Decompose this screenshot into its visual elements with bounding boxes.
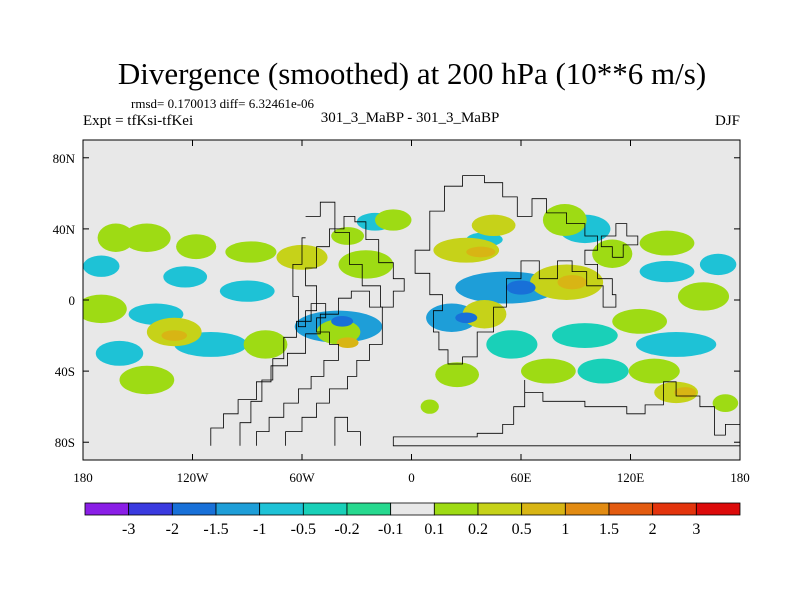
colorbar-swatch-2 xyxy=(128,502,173,516)
colorbar-label-14: 3 xyxy=(692,521,700,538)
colorbar-swatch-3 xyxy=(171,502,217,516)
negative-divergence-patch-12 xyxy=(635,332,717,357)
colorbar-swatch-13 xyxy=(608,502,654,516)
colorbar-label-13: 2 xyxy=(649,521,657,538)
colorbar-swatch-14 xyxy=(652,502,697,516)
land-outline-2 xyxy=(239,303,339,446)
negative-divergence-patch-3 xyxy=(219,280,275,302)
colorbar: -3 -2 -1.5 -1 -0.5 -0.2 -0.1 0.1 0.2 0.5 1 1.5 2 3 xyxy=(84,502,741,538)
positive-divergence-patch-23 xyxy=(521,358,576,384)
comparison-label: 301_3_MaBP - 301_3_MaBP xyxy=(321,110,500,126)
colorbar-label-6: -0.2 xyxy=(334,521,359,538)
colorbar-label-1: -3 xyxy=(122,521,135,538)
strong-divergence-patch-4 xyxy=(336,337,359,348)
strong-divergence-patch-8 xyxy=(331,316,354,327)
y-tick-label-3: 0 xyxy=(69,293,76,308)
land-outline-6 xyxy=(392,380,740,447)
positive-divergence-patch-6 xyxy=(331,227,365,245)
colorbar-label-8: 0.1 xyxy=(424,521,444,538)
season-label: DJF xyxy=(715,113,740,129)
positive-divergence-patch-11 xyxy=(542,204,587,236)
land-outline-7 xyxy=(600,223,639,258)
experiment-label: Expt = tfKsi-tfKei xyxy=(83,113,193,129)
strong-divergence-patch-5 xyxy=(674,387,697,398)
negative-divergence-patch-11 xyxy=(699,253,737,276)
stats-label: rmsd= 0.170013 diff= 6.32461e-06 xyxy=(131,96,315,111)
negative-divergence-patch-10 xyxy=(639,260,695,283)
colorbar-swatch-8 xyxy=(390,502,435,516)
x-tick-label-2: 120W xyxy=(177,470,210,485)
negative-divergence-patch-13 xyxy=(552,323,618,348)
colorbar-label-9: 0.2 xyxy=(468,521,488,538)
chart-title: Divergence (smoothed) at 200 hPa (10**6 … xyxy=(118,56,706,91)
colorbar-label-3: -1.5 xyxy=(203,521,228,538)
positive-divergence-patch-22 xyxy=(435,362,480,388)
colorbar-swatch-4 xyxy=(215,502,261,516)
x-tick-label-5: 60E xyxy=(511,470,532,485)
y-tick-label-5: 80S xyxy=(55,435,75,450)
y-tick-label-4: 40S xyxy=(55,364,75,379)
colorbar-swatch-12 xyxy=(564,502,610,516)
negative-divergence-patch-18 xyxy=(577,358,629,384)
colorbar-label-12: 1.5 xyxy=(599,521,619,538)
land-outline-4 xyxy=(292,201,405,328)
land-outline-5 xyxy=(414,175,617,365)
colorbar-label-5: -0.5 xyxy=(291,521,316,538)
colorbar-label-2: -2 xyxy=(166,521,179,538)
strong-divergence-patch-1 xyxy=(557,275,587,290)
x-tick-label-1: 180 xyxy=(73,470,93,485)
colorbar-swatch-1 xyxy=(84,502,130,516)
positive-divergence-patch-14 xyxy=(639,230,695,256)
positive-divergence-patch-8 xyxy=(375,209,412,231)
positive-divergence-patch-28 xyxy=(420,399,439,414)
strong-divergence-patch-3 xyxy=(161,330,188,341)
positive-divergence-patch-24 xyxy=(628,358,680,384)
x-tick-label-7: 180 xyxy=(730,470,750,485)
colorbar-label-10: 0.5 xyxy=(512,521,532,538)
colorbar-swatch-7 xyxy=(346,502,392,516)
colorbar-label-4: -1 xyxy=(253,521,266,538)
strong-divergence-patch-7 xyxy=(506,280,536,295)
negative-divergence-patch-1 xyxy=(83,255,120,277)
positive-divergence-patch-25 xyxy=(119,365,175,395)
y-tick-label-2: 40N xyxy=(53,222,76,237)
x-tick-label-4: 0 xyxy=(408,470,415,485)
positive-divergence-patch-3 xyxy=(176,234,217,260)
x-tick-label-6: 120E xyxy=(617,470,645,485)
colorbar-label-11: 1 xyxy=(561,521,569,538)
y-tick-label-1: 80N xyxy=(53,151,76,166)
positive-divergence-patch-17 xyxy=(83,294,127,324)
negative-divergence-patch-2 xyxy=(163,266,208,288)
positive-divergence-patch-19 xyxy=(243,330,288,359)
colorbar-swatch-9 xyxy=(433,502,479,516)
strong-divergence-patch-2 xyxy=(466,246,496,258)
positive-divergence-patch-2 xyxy=(123,223,171,252)
axis-ticks: 180 120W 60W 0 60E 120E 180 80N 40N 0 40S 80S xyxy=(53,140,750,485)
positive-divergence-patch-15 xyxy=(677,282,730,311)
positive-divergence-patch-16 xyxy=(612,308,667,334)
colorbar-swatch-15 xyxy=(695,502,741,516)
positive-divergence-patch-10 xyxy=(471,214,516,236)
positive-divergence-patch-7 xyxy=(338,250,394,279)
colorbar-swatch-10 xyxy=(477,502,523,516)
colorbar-swatch-5 xyxy=(259,502,304,516)
positive-divergence-patch-4 xyxy=(225,241,277,263)
colorbar-swatch-11 xyxy=(521,502,566,516)
negative-divergence-patch-16 xyxy=(95,340,144,366)
land-outlines xyxy=(210,175,740,447)
positive-divergence-patch-27 xyxy=(712,394,739,412)
land-outline-1 xyxy=(210,290,383,446)
x-tick-label-3: 60W xyxy=(289,470,315,485)
strong-divergence-patch-6 xyxy=(455,312,478,324)
map-background xyxy=(83,140,740,460)
land-outline-3 xyxy=(334,416,361,446)
negative-divergence-patch-17 xyxy=(486,330,538,359)
colorbar-swatch-6 xyxy=(302,502,348,516)
colorbar-label-7: -0.1 xyxy=(378,521,403,538)
positive-divergence-patch-1 xyxy=(97,223,135,252)
